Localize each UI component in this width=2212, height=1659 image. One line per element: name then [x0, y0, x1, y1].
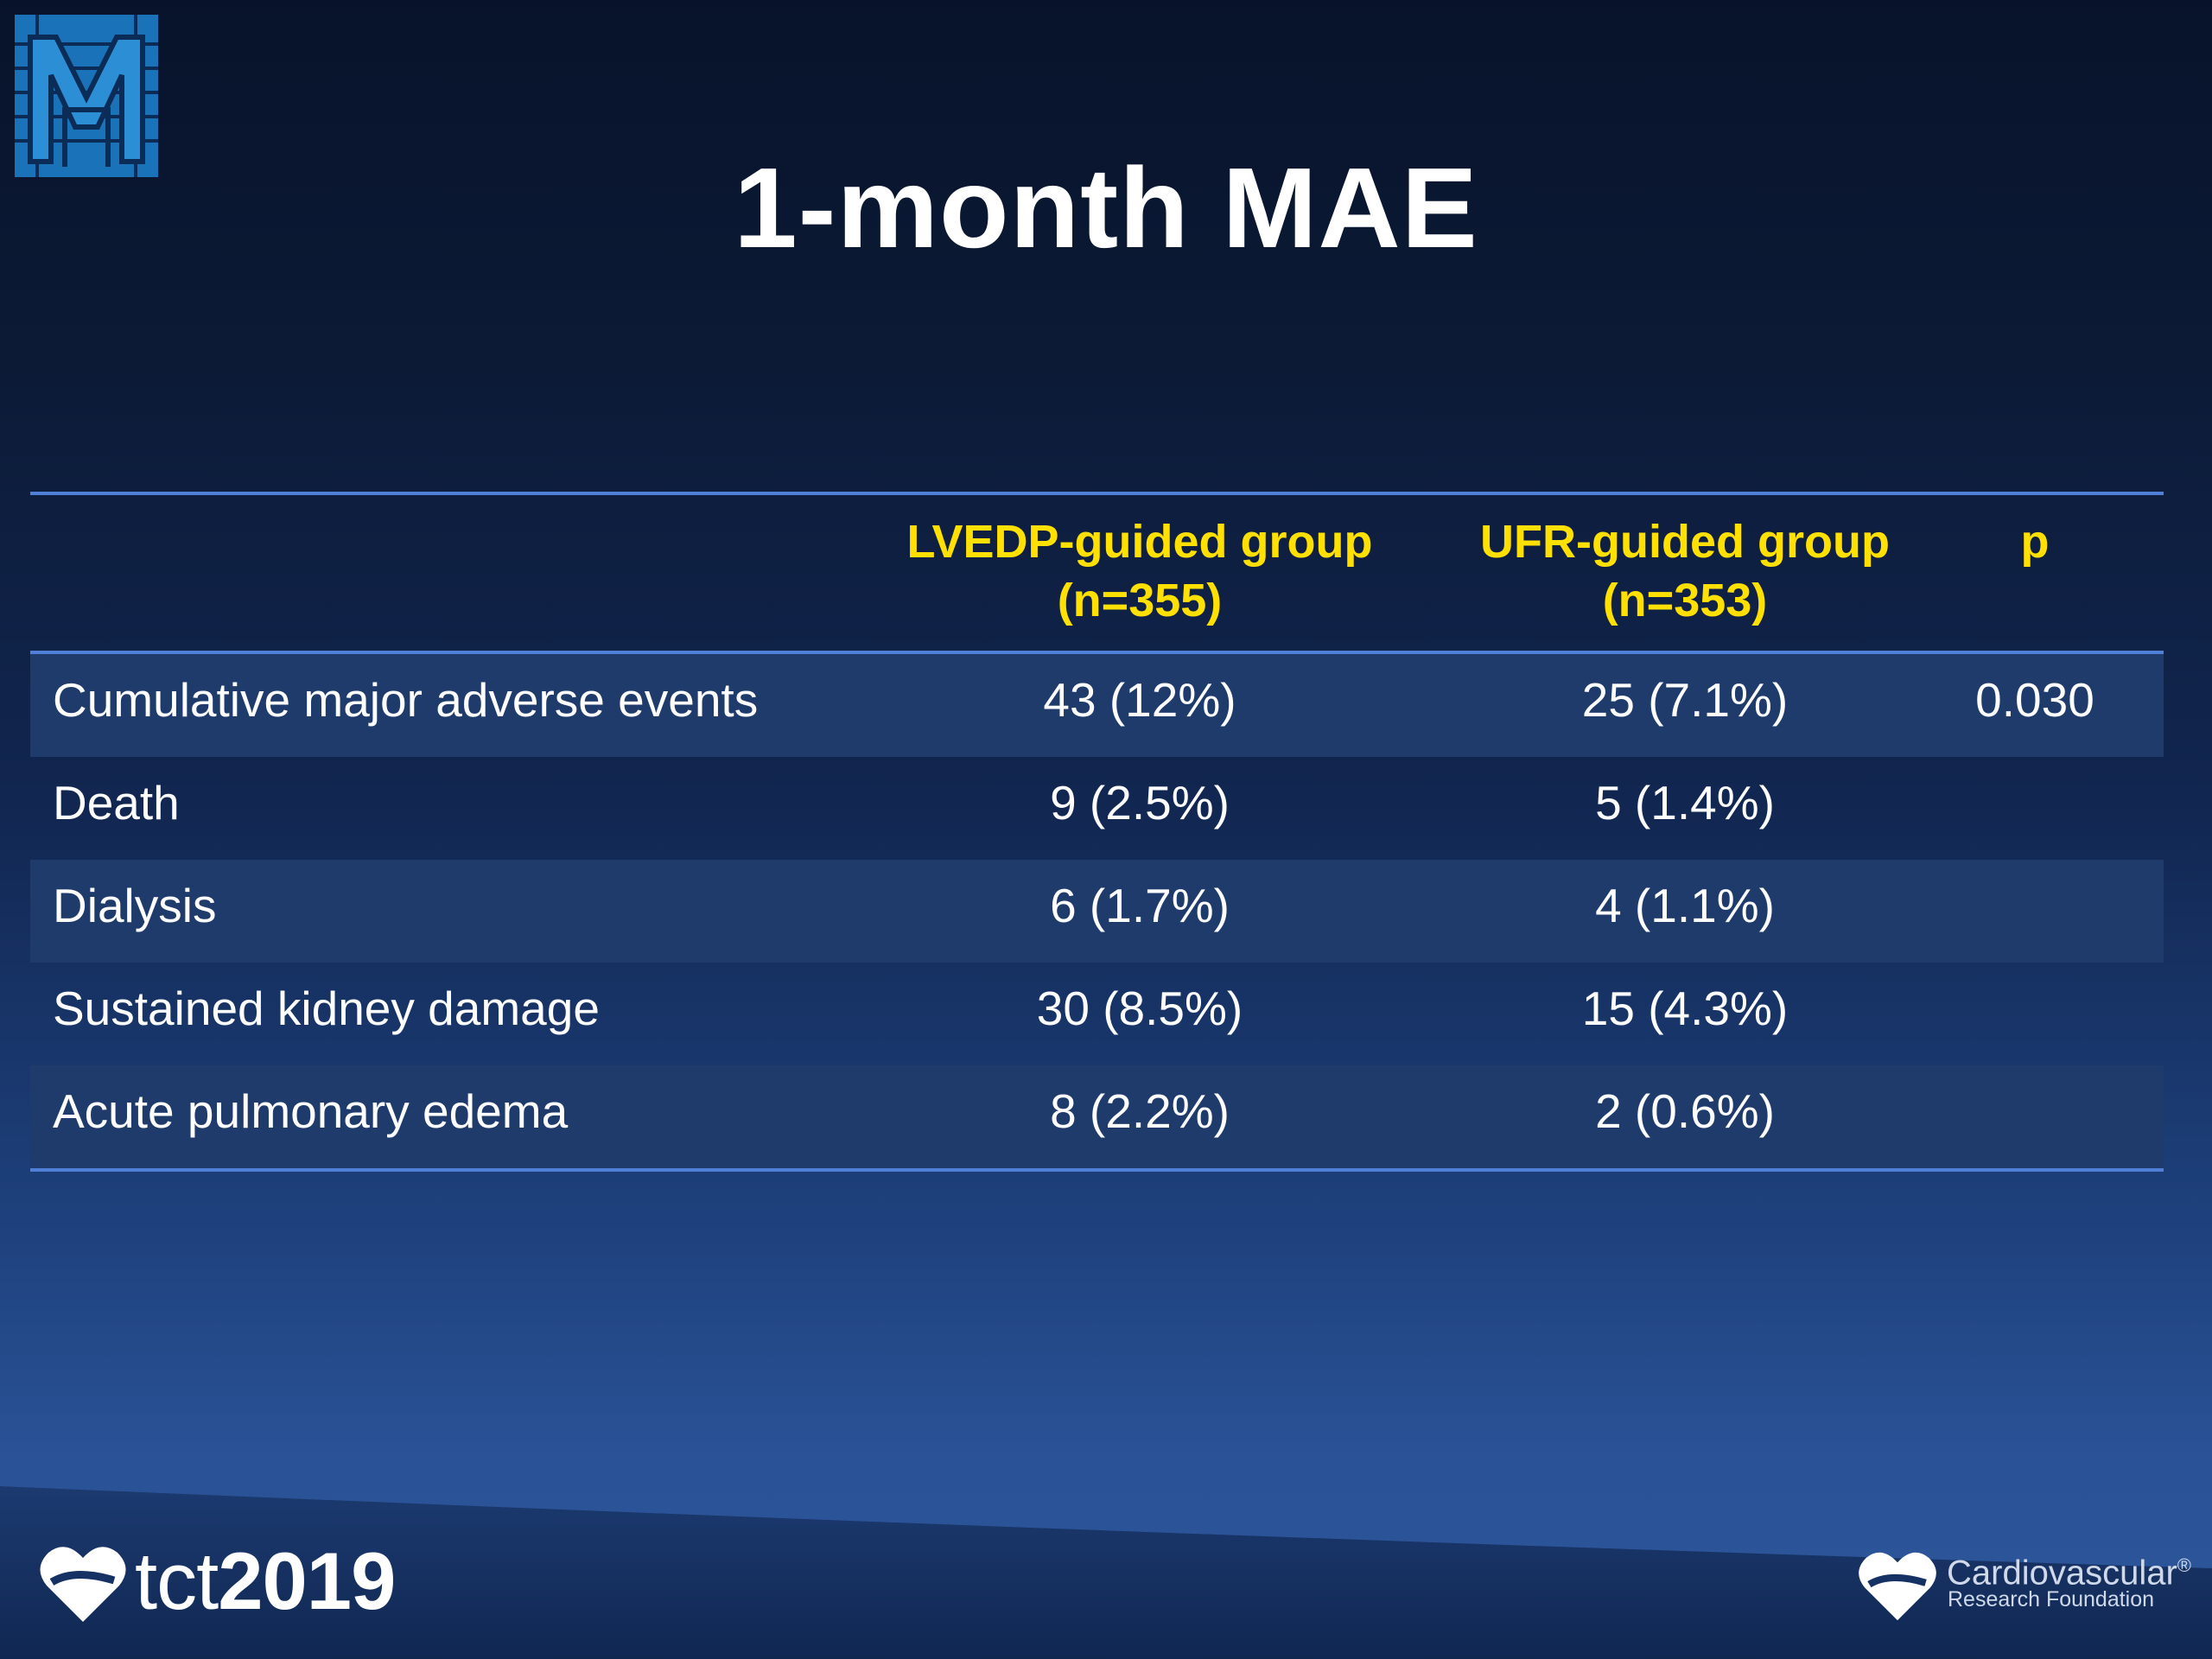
table-row: Cumulative major adverse events 43 (12%)… [30, 654, 2164, 757]
row-lvedp-value: 9 (2.5%) [1050, 776, 1230, 830]
slide-title: 1-month MAE [734, 144, 1478, 271]
row-lvedp-value: 8 (2.2%) [1050, 1084, 1230, 1138]
row-label: Death [53, 776, 180, 830]
row-lvedp-value: 6 (1.7%) [1050, 879, 1230, 932]
row-ufr-value: 15 (4.3%) [1581, 982, 1789, 1035]
row-ufr-value: 25 (7.1%) [1581, 673, 1789, 727]
table-header-row: LVEDP-guided group (n=355) UFR-guided gr… [30, 495, 2164, 651]
row-p-value [1905, 963, 2164, 1065]
crf-name: Cardiovascular® [1947, 1547, 2191, 1592]
row-p-value [1905, 860, 2164, 963]
heart-icon [40, 1547, 126, 1622]
table-row: Acute pulmonary edema 8 (2.2%) 2 (0.6%) [30, 1065, 2164, 1168]
table-header-rule [30, 651, 2164, 654]
header-lvedp-group: LVEDP-guided group (n=355) [837, 512, 1442, 630]
row-p-value: 0.030 [1975, 673, 2094, 727]
row-label: Cumulative major adverse events [53, 673, 759, 727]
header-ufr-label: UFR-guided group [1480, 516, 1890, 568]
row-label: Dialysis [53, 879, 217, 932]
row-p-value [1905, 1065, 2164, 1168]
mae-table: LVEDP-guided group (n=355) UFR-guided gr… [30, 492, 2164, 1172]
table-row: Death 9 (2.5%) 5 (1.4%) [30, 757, 2164, 860]
row-label: Sustained kidney damage [53, 982, 600, 1035]
header-lvedp-n: (n=355) [1057, 575, 1223, 626]
footer-band [0, 1486, 2212, 1659]
row-ufr-value: 5 (1.4%) [1595, 776, 1775, 830]
tct-year: 2019 [218, 1535, 396, 1626]
row-p-value [1905, 757, 2164, 860]
table-row: Sustained kidney damage 30 (8.5%) 15 (4.… [30, 963, 2164, 1065]
tct2019-wordmark: tct2019 [135, 1534, 396, 1629]
row-lvedp-value: 43 (12%) [1043, 673, 1236, 727]
header-ufr-n: (n=353) [1602, 575, 1768, 626]
table-top-rule [30, 492, 2164, 495]
heart-icon [1859, 1552, 1936, 1621]
table-row: Dialysis 6 (1.7%) 4 (1.1%) [30, 860, 2164, 963]
tct2019-logo: tct2019 [40, 1534, 396, 1629]
header-p-value: p [2020, 516, 2050, 568]
header-ufr-group: UFR-guided group (n=353) [1382, 512, 1987, 630]
row-ufr-value: 4 (1.1%) [1595, 879, 1775, 932]
table-bottom-rule [30, 1168, 2164, 1172]
crf-logo: Cardiovascular® Research Foundation [1858, 1543, 2195, 1630]
row-ufr-value: 2 (0.6%) [1595, 1084, 1775, 1138]
crf-name-text: Cardiovascular [1947, 1554, 2177, 1592]
institution-logo [15, 15, 158, 177]
row-label: Acute pulmonary edema [53, 1084, 569, 1138]
row-lvedp-value: 30 (8.5%) [1036, 982, 1243, 1035]
crf-subtitle: Research Foundation [1948, 1587, 2155, 1611]
tct-prefix: tct [135, 1535, 219, 1626]
header-lvedp-label: LVEDP-guided group [906, 516, 1373, 568]
crf-registered-mark: ® [2177, 1554, 2191, 1576]
